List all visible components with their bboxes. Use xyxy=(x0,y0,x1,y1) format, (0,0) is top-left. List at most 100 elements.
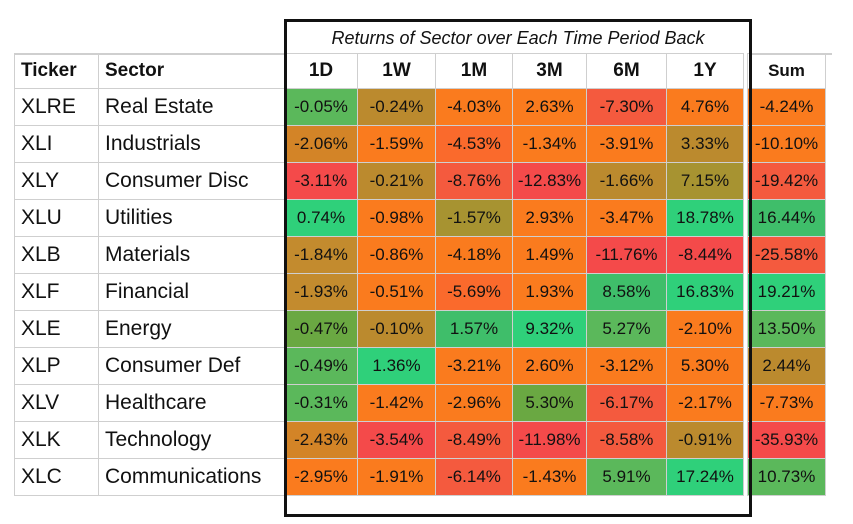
return-cell-3m: 2.60% xyxy=(512,347,587,385)
table-row: XLP Consumer Def -0.49% 1.36% -3.21% 2.60% -3.… xyxy=(14,347,826,385)
return-cell-1d: -2.95% xyxy=(284,458,358,496)
column-gap xyxy=(743,384,748,422)
return-cell-3m: 1.49% xyxy=(512,236,587,274)
return-cell-1m: -1.57% xyxy=(435,199,513,237)
ticker-cell: XLY xyxy=(14,162,99,200)
table-row: XLRE Real Estate -0.05% -0.24% -4.03% 2.63% -7… xyxy=(14,88,826,126)
table-row: XLV Healthcare -0.31% -1.42% -2.96% 5.30% -6.1… xyxy=(14,384,826,422)
ticker-cell: XLI xyxy=(14,125,99,163)
table-row: XLB Materials -1.84% -0.86% -4.18% 1.49% -11.7… xyxy=(14,236,826,274)
sum-cell: 16.44% xyxy=(747,199,826,237)
header-6m: 6M xyxy=(586,53,667,89)
return-cell-6m: 8.58% xyxy=(586,273,667,311)
table-row: XLK Technology -2.43% -3.54% -8.49% -11.98% -8… xyxy=(14,421,826,459)
return-cell-1m: -3.21% xyxy=(435,347,513,385)
return-cell-3m: 2.63% xyxy=(512,88,587,126)
return-cell-1d: -0.05% xyxy=(284,88,358,126)
column-gap xyxy=(743,125,748,163)
column-gap xyxy=(743,88,748,126)
ticker-cell: XLP xyxy=(14,347,99,385)
return-cell-1w: 1.36% xyxy=(357,347,436,385)
return-cell-1d: 0.74% xyxy=(284,199,358,237)
column-gap xyxy=(743,162,748,200)
return-cell-1w: -0.98% xyxy=(357,199,436,237)
return-cell-1d: -0.49% xyxy=(284,347,358,385)
sector-cell: Communications xyxy=(98,458,285,496)
sum-cell: -10.10% xyxy=(747,125,826,163)
return-cell-1y: 4.76% xyxy=(666,88,744,126)
return-cell-1d: -0.47% xyxy=(284,310,358,348)
return-cell-1m: -4.18% xyxy=(435,236,513,274)
table-body: XLRE Real Estate -0.05% -0.24% -4.03% 2.63% -7… xyxy=(14,88,826,496)
return-cell-1m: -8.76% xyxy=(435,162,513,200)
sum-cell: 13.50% xyxy=(747,310,826,348)
return-cell-1d: -3.11% xyxy=(284,162,358,200)
column-gap xyxy=(743,273,748,311)
ticker-cell: XLV xyxy=(14,384,99,422)
column-gap xyxy=(743,421,748,459)
return-cell-6m: 5.91% xyxy=(586,458,667,496)
header-ticker: Ticker xyxy=(14,53,99,89)
header-sum: Sum xyxy=(747,53,826,89)
return-cell-1m: -8.49% xyxy=(435,421,513,459)
return-cell-1m: -5.69% xyxy=(435,273,513,311)
return-cell-1y: 3.33% xyxy=(666,125,744,163)
return-cell-6m: -7.30% xyxy=(586,88,667,126)
ticker-cell: XLE xyxy=(14,310,99,348)
ticker-cell: XLC xyxy=(14,458,99,496)
table-row: XLY Consumer Disc -3.11% -0.21% -8.76% -12.83… xyxy=(14,162,826,200)
sector-cell: Technology xyxy=(98,421,285,459)
header-gap xyxy=(743,53,748,89)
sum-cell: 10.73% xyxy=(747,458,826,496)
return-cell-1m: -2.96% xyxy=(435,384,513,422)
return-cell-1y: -0.91% xyxy=(666,421,744,459)
return-cell-1y: 17.24% xyxy=(666,458,744,496)
header-1m: 1M xyxy=(435,53,513,89)
header-3m: 3M xyxy=(512,53,587,89)
table-row: XLU Utilities 0.74% -0.98% -1.57% 2.93% -3.47%… xyxy=(14,199,826,237)
return-cell-3m: 9.32% xyxy=(512,310,587,348)
return-cell-1y: 7.15% xyxy=(666,162,744,200)
return-cell-3m: 1.93% xyxy=(512,273,587,311)
table-row: XLI Industrials -2.06% -1.59% -4.53% -1.34% -3… xyxy=(14,125,826,163)
return-cell-6m: -3.91% xyxy=(586,125,667,163)
return-cell-3m: 5.30% xyxy=(512,384,587,422)
sum-cell: -19.42% xyxy=(747,162,826,200)
return-cell-1w: -0.86% xyxy=(357,236,436,274)
return-cell-1d: -0.31% xyxy=(284,384,358,422)
sum-cell: 19.21% xyxy=(747,273,826,311)
return-cell-1d: -1.93% xyxy=(284,273,358,311)
return-cell-1y: 5.30% xyxy=(666,347,744,385)
sector-cell: Industrials xyxy=(98,125,285,163)
return-cell-1y: -8.44% xyxy=(666,236,744,274)
return-cell-1w: -1.91% xyxy=(357,458,436,496)
header-1w: 1W xyxy=(357,53,436,89)
return-cell-1d: -2.06% xyxy=(284,125,358,163)
header-1y: 1Y xyxy=(666,53,744,89)
return-cell-1w: -1.59% xyxy=(357,125,436,163)
ticker-cell: XLF xyxy=(14,273,99,311)
return-cell-1w: -0.24% xyxy=(357,88,436,126)
sum-cell: -25.58% xyxy=(747,236,826,274)
return-cell-1y: -2.10% xyxy=(666,310,744,348)
return-cell-6m: -8.58% xyxy=(586,421,667,459)
return-cell-1m: -4.53% xyxy=(435,125,513,163)
return-cell-1y: -2.17% xyxy=(666,384,744,422)
return-cell-6m: -3.12% xyxy=(586,347,667,385)
return-cell-6m: -11.76% xyxy=(586,236,667,274)
return-cell-6m: -6.17% xyxy=(586,384,667,422)
chart-title: Returns of Sector over Each Time Period … xyxy=(331,28,705,48)
header-1d: 1D xyxy=(284,53,358,89)
header-sector: Sector xyxy=(98,53,285,89)
column-gap xyxy=(743,199,748,237)
return-cell-6m: -1.66% xyxy=(586,162,667,200)
return-cell-1d: -1.84% xyxy=(284,236,358,274)
sum-cell: -4.24% xyxy=(747,88,826,126)
sector-cell: Consumer Def xyxy=(98,347,285,385)
column-gap xyxy=(743,236,748,274)
sector-cell: Energy xyxy=(98,310,285,348)
return-cell-1m: 1.57% xyxy=(435,310,513,348)
ticker-cell: XLRE xyxy=(14,88,99,126)
sum-cell: -7.73% xyxy=(747,384,826,422)
sector-cell: Utilities xyxy=(98,199,285,237)
